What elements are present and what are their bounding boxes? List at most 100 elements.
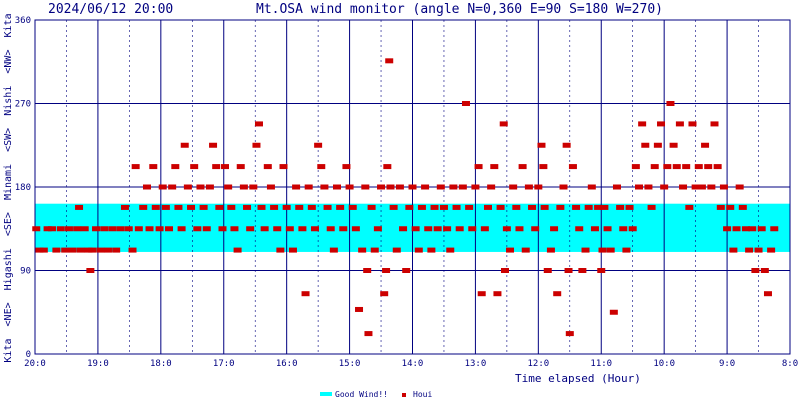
wind-direction-point — [675, 121, 684, 127]
wind-direction-point — [405, 204, 414, 210]
chart-timestamp: 2024/06/12 20:00 — [48, 2, 173, 17]
x-tick-label: 13:0 — [465, 359, 487, 369]
wind-direction-point — [260, 226, 269, 232]
wind-direction-point — [168, 184, 177, 190]
wind-direction-point — [477, 291, 486, 297]
wind-direction-point — [657, 121, 666, 127]
wind-direction-point — [193, 226, 202, 232]
wind-direction-point — [449, 184, 458, 190]
wind-direction-point — [465, 204, 474, 210]
wind-direction-point — [180, 142, 189, 148]
legend-good-wind-label: Good Wind!! — [335, 390, 388, 399]
wind-direction-point — [732, 226, 741, 232]
wind-direction-point — [575, 226, 584, 232]
wind-direction-point — [233, 247, 242, 253]
wind-direction-point — [92, 226, 101, 232]
wind-direction-point — [745, 247, 754, 253]
wind-direction-point — [326, 226, 335, 232]
legend-houi-label: Houi — [413, 390, 432, 399]
wind-direction-point — [701, 142, 710, 148]
wind-direction-point — [399, 226, 408, 232]
wind-direction-point — [509, 184, 518, 190]
wind-direction-point — [73, 226, 82, 232]
y-tick-label: 180 — [15, 183, 31, 193]
wind-direction-point — [239, 184, 248, 190]
wind-direction-point — [496, 204, 505, 210]
wind-direction-point — [480, 226, 489, 232]
wind-direction-point — [273, 226, 282, 232]
wind-direction-point — [616, 204, 625, 210]
wind-direction-point — [521, 247, 530, 253]
wind-direction-point — [584, 204, 593, 210]
wind-direction-point — [263, 164, 272, 170]
wind-direction-point — [443, 226, 452, 232]
wind-direction-point — [512, 204, 521, 210]
wind-direction-point — [568, 164, 577, 170]
wind-direction-point — [757, 226, 766, 232]
wind-direction-point — [298, 226, 307, 232]
wind-direction-point — [218, 226, 227, 232]
wind-direction-point — [474, 164, 483, 170]
wind-direction-point — [455, 226, 464, 232]
wind-direction-point — [500, 268, 509, 273]
x-axis-label: Time elapsed (Hour) — [515, 372, 641, 385]
wind-direction-point — [682, 164, 691, 170]
wind-direction-point — [597, 268, 606, 273]
wind-direction-point — [370, 247, 379, 253]
wind-direction-point — [738, 204, 747, 210]
wind-direction-point — [436, 184, 445, 190]
wind-direction-point — [339, 226, 348, 232]
wind-direction-point — [754, 247, 763, 253]
wind-direction-point — [493, 291, 502, 297]
wind-direction-point — [729, 247, 738, 253]
wind-direction-point — [587, 184, 596, 190]
wind-direction-point — [666, 101, 675, 106]
wind-direction-point — [433, 226, 442, 232]
wind-direction-point — [336, 204, 345, 210]
x-tick-label: 14:0 — [402, 359, 424, 369]
x-tick-label: 15:0 — [339, 359, 361, 369]
wind-direction-point — [342, 164, 351, 170]
x-tick-label: 10:0 — [653, 359, 675, 369]
x-tick-label: 17:0 — [213, 359, 235, 369]
wind-direction-point — [603, 226, 612, 232]
wind-direction-point — [183, 184, 192, 190]
wind-direction-point — [56, 226, 65, 232]
wind-direction-point — [697, 184, 706, 190]
wind-direction-point — [187, 204, 196, 210]
wind-direction-point — [424, 226, 433, 232]
wind-direction-point — [578, 268, 587, 273]
wind-direction-point — [227, 204, 236, 210]
y-axis-directions: Kita <NE> Higashi <SE> Minami <SW> Nishi… — [3, 13, 14, 362]
wind-direction-point — [355, 306, 364, 312]
wind-direction-point — [100, 226, 109, 232]
wind-direction-point — [763, 291, 772, 297]
wind-direction-point — [751, 268, 760, 273]
wind-direction-point — [112, 247, 121, 253]
wind-direction-point — [165, 226, 174, 232]
wind-direction-point — [314, 142, 323, 148]
wind-direction-point — [177, 226, 186, 232]
wind-direction-point — [502, 226, 511, 232]
wind-direction-point — [363, 268, 372, 273]
wind-direction-point — [252, 142, 261, 148]
wind-direction-point — [323, 204, 332, 210]
wind-direction-point — [767, 247, 776, 253]
legend: Good Wind!! Houi — [320, 390, 432, 399]
wind-direction-point — [348, 204, 357, 210]
wind-direction-point — [266, 184, 275, 190]
wind-direction-point — [446, 247, 455, 253]
wind-direction-point — [86, 268, 95, 273]
wind-direction-point — [707, 184, 716, 190]
wind-direction-point — [506, 247, 515, 253]
wind-direction-point — [748, 226, 757, 232]
wind-direction-point — [64, 226, 73, 232]
wind-direction-point — [96, 247, 105, 253]
wind-direction-point — [564, 268, 573, 273]
wind-direction-point — [209, 142, 218, 148]
wind-direction-point — [295, 204, 304, 210]
wind-points-layer — [32, 58, 779, 337]
wind-direction-point — [553, 291, 562, 297]
tick-labels-layer: 20:0 19:0 18:0 17:0 16:0 15:0 14:0 13:0 12:0 11:0… — [15, 16, 798, 369]
wind-direction-point — [224, 184, 233, 190]
